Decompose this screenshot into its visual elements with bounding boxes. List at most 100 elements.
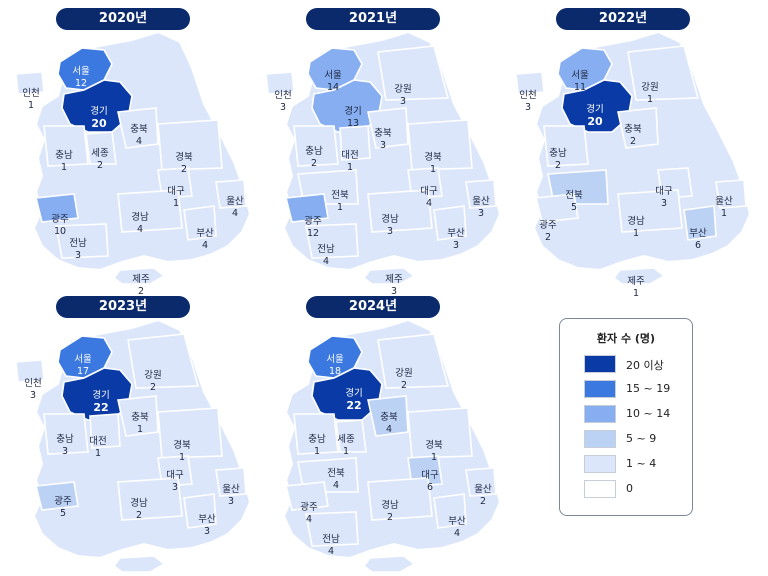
region-경남 — [117, 477, 183, 521]
region-name: 울산 — [715, 196, 733, 207]
region-label: 서울 17 — [53, 354, 113, 378]
region-name: 전남 — [69, 238, 87, 249]
region-value: 1 — [136, 424, 144, 435]
region-value: 12 — [74, 78, 88, 89]
region-name: 충북 — [374, 128, 392, 139]
year-title: 2020년 — [56, 8, 190, 30]
region-label: 충남 2 — [284, 146, 344, 170]
region-value: 2 — [149, 382, 157, 393]
map-panel-5: 2024년 서울 18 강원 2 경기 22 충북 4 충남 1 세종 1 경북 1 대구 6 전북 4 울산 2 광주 4… — [258, 296, 508, 576]
region-경북 — [157, 407, 223, 459]
region-name: 전북 — [565, 190, 583, 201]
region-value: 4 — [453, 528, 461, 539]
region-label: 서울 14 — [303, 70, 363, 94]
korea-map — [265, 30, 502, 285]
region-label: 대구 1 — [146, 186, 206, 210]
region-광주 — [35, 193, 79, 223]
region-value: 5 — [59, 508, 67, 519]
region-value: 3 — [279, 102, 287, 113]
region-제주 — [362, 267, 416, 285]
region-name: 서울 — [326, 354, 344, 365]
legend-swatch — [584, 355, 616, 373]
region-label: 경남 2 — [109, 498, 169, 522]
region-label: 경북 1 — [403, 152, 463, 176]
region-value: 4 — [322, 256, 330, 267]
region-value: 1 — [178, 452, 186, 463]
region-label: 대전 1 — [320, 150, 380, 174]
region-name: 울산 — [222, 484, 240, 495]
region-label: 충북 4 — [109, 124, 169, 148]
region-name: 부산 — [198, 514, 216, 525]
year-title: 2023년 — [56, 296, 190, 318]
korea-map — [515, 30, 752, 285]
region-value: 1 — [336, 202, 344, 213]
region-value: 3 — [660, 198, 668, 209]
region-전남 — [305, 223, 359, 259]
legend-item: 5 ~ 9 — [584, 430, 684, 450]
legend-label: 20 이상 — [626, 359, 664, 372]
region-name: 경남 — [381, 500, 399, 511]
region-label: 대구 3 — [145, 470, 205, 494]
region-name: 충북 — [624, 124, 642, 135]
region-label: 경기 22 — [71, 390, 131, 414]
region-부산 — [433, 205, 467, 241]
region-경남 — [367, 477, 433, 521]
region-name: 경북 — [424, 152, 442, 163]
region-value: 3 — [61, 446, 69, 457]
region-광주 — [35, 481, 79, 511]
region-경북 — [407, 119, 473, 171]
region-name: 대구 — [167, 186, 185, 197]
region-name: 울산 — [474, 484, 492, 495]
region-name: 인천 — [24, 378, 42, 389]
region-name: 강원 — [394, 84, 412, 95]
region-value: 3 — [524, 102, 532, 113]
region-value: 10 — [53, 226, 67, 237]
region-제주 — [612, 267, 666, 285]
region-강원 — [377, 333, 450, 389]
region-name: 제주 — [132, 274, 150, 285]
region-충남 — [293, 125, 339, 167]
region-value: 20 — [91, 117, 107, 130]
region-label: 전북 4 — [306, 468, 366, 492]
region-name: 부산 — [196, 228, 214, 239]
legend-swatch — [584, 430, 616, 448]
region-value: 3 — [29, 390, 37, 401]
region-label: 충북 3 — [353, 128, 413, 152]
region-value: 2 — [554, 160, 562, 171]
map-panel-3: 2022년 서울 11 인천 3 강원 1 경기 20 충북 2 충남 2 대구 3 전북 5 울산 1 광주 2 경남 1… — [508, 8, 758, 299]
region-value: 3 — [203, 526, 211, 537]
region-value: 2 — [479, 496, 487, 507]
region-세종 — [85, 131, 117, 165]
region-name: 제주 — [627, 276, 645, 287]
region-label: 전북 1 — [310, 190, 370, 214]
jeju-outline — [112, 555, 166, 573]
region-울산 — [215, 179, 247, 209]
region-name: 울산 — [226, 196, 244, 207]
legend-swatch — [584, 455, 616, 473]
region-value: 1 — [720, 208, 728, 219]
region-경남 — [367, 189, 433, 233]
region-경북 — [407, 407, 473, 459]
region-name: 경남 — [131, 212, 149, 223]
region-name: 전남 — [322, 534, 340, 545]
region-name: 대구 — [166, 470, 184, 481]
region-부산 — [433, 493, 467, 529]
region-강원 — [627, 45, 700, 101]
region-name: 경기 — [345, 388, 363, 399]
region-label: 서울 12 — [51, 66, 111, 90]
region-value: 4 — [327, 546, 335, 557]
region-부산 — [683, 205, 717, 241]
region-광주 — [285, 193, 329, 223]
region-울산 — [215, 467, 247, 497]
region-name: 대구 — [655, 186, 673, 197]
region-label: 세종 1 — [316, 434, 376, 458]
region-value: 17 — [76, 366, 90, 377]
region-인천 — [15, 71, 45, 95]
region-name: 경기 — [92, 390, 110, 401]
region-value: 2 — [400, 380, 408, 391]
region-value: 11 — [573, 82, 587, 93]
region-label: 충북 1 — [110, 412, 170, 436]
region-name: 광주 — [54, 496, 72, 507]
region-충남 — [43, 125, 89, 167]
region-label: 광주 10 — [30, 214, 90, 238]
